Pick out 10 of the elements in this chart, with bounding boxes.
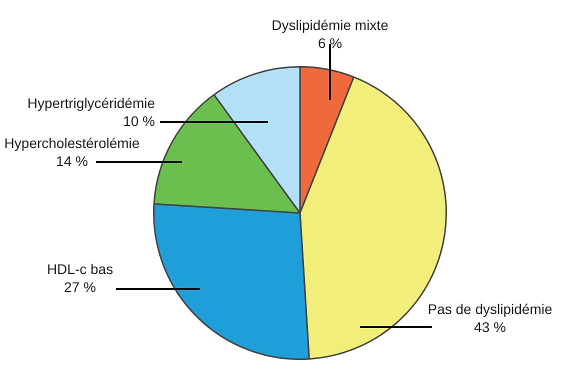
- data-label: 6 %: [318, 34, 342, 51]
- data-label: 43 %: [474, 318, 506, 335]
- data-label: 27 %: [64, 278, 96, 295]
- slice-label: Hypertriglycéridémie: [27, 94, 156, 111]
- slice-label: HDL-c bas: [46, 260, 114, 277]
- slice-label: Dyslipidémie mixte: [272, 16, 389, 33]
- slice-label: Hypercholestérolémie: [4, 134, 140, 151]
- data-label: 10 %: [123, 112, 155, 129]
- slice-label: Pas de dyslipidémie: [428, 300, 552, 317]
- data-label: 14 %: [56, 152, 88, 169]
